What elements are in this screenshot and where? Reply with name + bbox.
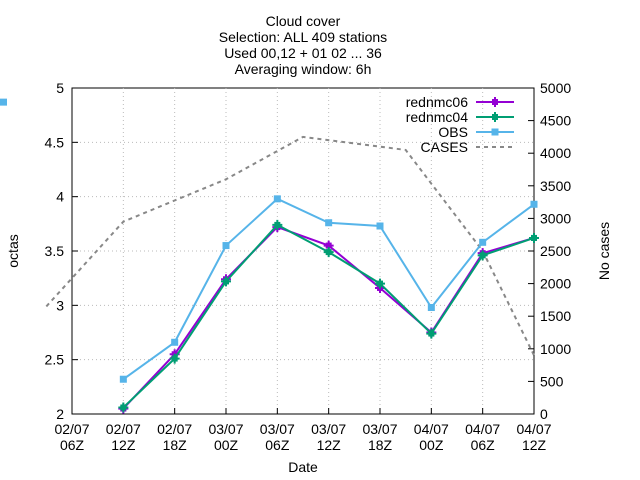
title-line-1: Cloud cover: [266, 13, 341, 29]
x-tick-label-date: 02/07: [106, 421, 141, 437]
y2-tick-label: 1500: [540, 308, 571, 324]
data-point: [427, 304, 435, 312]
data-point-cross: [490, 97, 500, 107]
data-point-cross: [169, 353, 180, 364]
x-tick-label-time: 06Z: [471, 437, 496, 453]
x-tick-label-time: 12Z: [317, 437, 342, 453]
series-cases: [45, 135, 535, 356]
y-tick-label: 2: [56, 406, 64, 422]
data-point: [491, 128, 499, 136]
x-tick-label-date: 02/07: [54, 421, 89, 437]
legend-label: CASES: [421, 139, 468, 155]
data-point: [325, 219, 333, 227]
data-point-cross: [323, 247, 334, 258]
x-tick-label-time: 00Z: [419, 437, 444, 453]
x-tick-label-time: 00Z: [214, 437, 239, 453]
legend-label: rednmc06: [406, 94, 468, 110]
legend-label: OBS: [438, 124, 468, 140]
x-tick-label: 04/07 12Z: [516, 421, 551, 453]
legend-label: rednmc04: [406, 109, 468, 125]
data-point: [376, 222, 384, 230]
series-line: [45, 135, 535, 356]
y2-tick-label: 3000: [540, 210, 571, 226]
y-tick-label: 3.5: [45, 243, 65, 259]
y2-tick-label: 4000: [540, 145, 571, 161]
series-obs: [0, 98, 538, 383]
data-point-cross: [477, 250, 488, 261]
title-line-3: Used 00,12 + 01 02 ... 36: [224, 45, 382, 61]
y-tick-label: 5: [56, 80, 64, 96]
data-point-cross: [272, 219, 283, 230]
title-line-2: Selection: ALL 409 stations: [219, 29, 387, 45]
y2-tick-label: 0: [540, 406, 548, 422]
x-tick-label-time: 12Z: [522, 437, 547, 453]
data-point: [273, 195, 281, 203]
x-tick-label-date: 02/07: [157, 421, 192, 437]
y-tick-label: 2.5: [45, 352, 65, 368]
x-tick-label: 03/07 12Z: [311, 421, 346, 453]
y2-tick-label: 3500: [540, 178, 571, 194]
y-tick-label: 4: [56, 189, 64, 205]
x-tick-label: 03/07 18Z: [362, 421, 397, 453]
y-tick-label: 3: [56, 297, 64, 313]
y2-tick-label: 500: [540, 373, 564, 389]
x-tick-label: 03/07 00Z: [208, 421, 243, 453]
x-tick-label-time: 18Z: [368, 437, 393, 453]
y2-tick-label: 2500: [540, 243, 571, 259]
y2-tick-label: 2000: [540, 276, 571, 292]
data-point: [222, 242, 230, 250]
data-point: [171, 338, 179, 346]
x-tick-label-date: 04/07: [465, 421, 500, 437]
x-tick-label-time: 12Z: [111, 437, 136, 453]
x-tick-label: 02/07 12Z: [106, 421, 141, 453]
data-point: [0, 98, 7, 106]
x-tick-label: 02/07 06Z: [54, 421, 89, 453]
x-tick-label-date: 03/07: [362, 421, 397, 437]
x-tick-label-date: 04/07: [414, 421, 449, 437]
x-tick-label-date: 03/07: [260, 421, 295, 437]
x-tick-label-date: 03/07: [311, 421, 346, 437]
data-point-cross: [375, 278, 385, 289]
series: [0, 99, 539, 414]
x-tick-label: 02/07 18Z: [157, 421, 192, 453]
y2-tick-label: 4500: [540, 113, 571, 129]
title-line-4: Averaging window: 6h: [235, 61, 372, 77]
y-axis-label: octas: [5, 234, 21, 267]
data-point-cross: [221, 276, 231, 287]
x-tick-label-date: 03/07: [208, 421, 243, 437]
x-axis-label: Date: [288, 459, 318, 475]
x-tick-label-time: 06Z: [60, 437, 85, 453]
y2-tick-label: 1000: [540, 341, 571, 357]
x-tick-label: 03/07 06Z: [260, 421, 295, 453]
x-tick-label-time: 18Z: [163, 437, 188, 453]
data-point-cross: [529, 232, 539, 243]
x-tick-label-time: 06Z: [265, 437, 290, 453]
data-point: [479, 238, 487, 246]
data-point: [530, 200, 538, 208]
y-axis: 2 2.5 3 3.5 4 4.5 5: [45, 80, 78, 422]
series-rednmc04: [0, 99, 539, 413]
x-tick-label: 04/07 00Z: [414, 421, 449, 453]
data-point-cross: [118, 402, 129, 413]
x-tick-label-date: 04/07: [516, 421, 551, 437]
y2-axis-label: No cases: [596, 222, 612, 280]
y-tick-label: 4.5: [45, 134, 65, 150]
data-point: [119, 375, 127, 383]
data-point-cross: [490, 112, 500, 122]
x-tick-label: 04/07 06Z: [465, 421, 500, 453]
y2-axis: 0 500 1000 1500 2000 2500 3000 3500 4000 4500 5000: [528, 80, 571, 422]
data-point-cross: [426, 328, 437, 339]
y2-tick-label: 5000: [540, 80, 571, 96]
